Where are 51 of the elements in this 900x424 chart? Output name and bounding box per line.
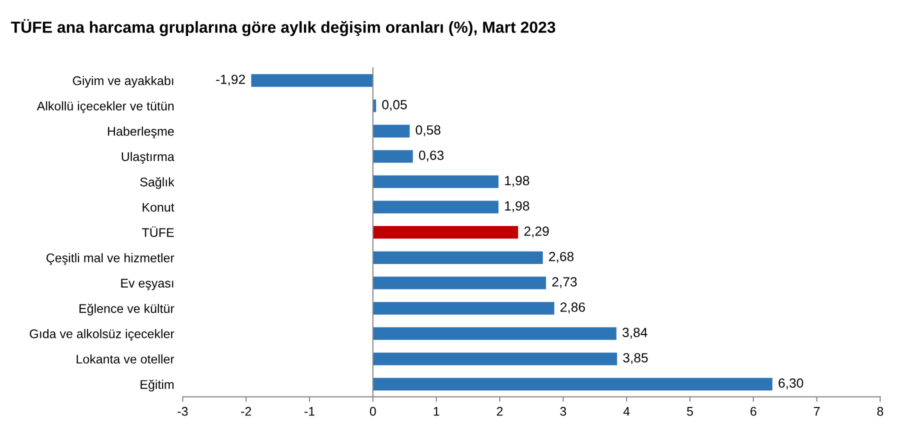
y-tick-label: Konut [142,202,174,212]
bar [372,378,772,391]
x-tick-label: 4 [623,407,630,416]
data-label: 3,84 [622,328,648,339]
data-label: 0,58 [416,125,440,136]
y-tick-label: Çeşitli mal ve hizmetler [46,253,174,265]
bar [372,150,413,163]
data-label: 1,98 [505,201,530,212]
data-label: 2,73 [552,277,577,288]
data-label: 0,05 [382,100,407,111]
bar [372,251,543,264]
bar [372,302,554,315]
data-label: 1,98 [505,176,530,187]
y-tick-label: Gıda ve alkolsüz içecekler [30,329,174,341]
x-tick-label: 1 [434,407,440,416]
bar [372,327,616,340]
bar [372,175,498,188]
x-tick-label: 6 [750,406,756,416]
data-label: 2,29 [524,226,549,238]
y-tick-label: Haberleşme [108,126,174,138]
x-tick-label: 8 [877,406,884,416]
data-label: -1,92 [216,74,245,86]
y-tick-label: Eğitim [140,380,174,392]
x-tick-label: -1 [304,407,314,416]
data-label: 6,30 [778,378,804,390]
bar [372,226,518,239]
y-tick-label: Giyim ve ayakkabı [72,76,174,88]
x-tick-label: 3 [560,406,566,416]
bar [372,276,546,290]
chart-title: TÜFE ana harcama gruplarına göre aylık değişim oranları (%), Mart 2023 [10,19,556,36]
data-label: 3,85 [623,353,648,364]
bar [251,74,373,87]
y-tick-label: Alkollü içecekler ve tütün [36,101,174,113]
data-label: 2,86 [560,302,585,314]
x-tick-label: -3 [178,406,188,416]
x-tick-label: 2 [496,406,503,416]
x-tick-label: 5 [686,407,693,416]
y-tick-label: Sağlık [140,177,174,189]
x-tick-label: 0 [370,406,376,416]
y-tick-label: Ulaştırma [122,152,174,164]
y-tick-label: TÜFE [142,226,174,238]
x-tick-label: 7 [814,407,820,416]
bar [372,200,498,214]
data-label: 0,63 [418,150,444,162]
x-tick-label: -2 [241,406,252,416]
y-tick-label: Lokanta ve oteller [76,354,174,364]
y-tick-label: Eğlence ve kültür [80,304,174,316]
y-tick-label: Ev eşyası [121,278,174,290]
data-label: 2,68 [549,252,574,263]
bar [372,124,410,138]
bar [372,352,618,366]
